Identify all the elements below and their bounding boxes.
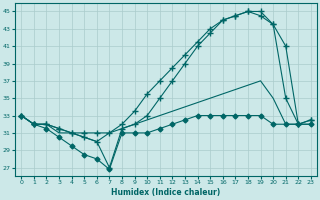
X-axis label: Humidex (Indice chaleur): Humidex (Indice chaleur) (111, 188, 221, 197)
